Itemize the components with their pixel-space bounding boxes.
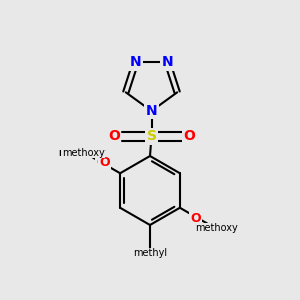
Text: N: N xyxy=(162,55,173,69)
Text: methyl: methyl xyxy=(133,248,167,259)
Text: S: S xyxy=(146,130,157,143)
Text: O: O xyxy=(183,130,195,143)
Text: O: O xyxy=(190,212,201,225)
Text: O: O xyxy=(183,130,195,143)
Text: N: N xyxy=(146,104,157,118)
Text: N: N xyxy=(130,55,141,69)
Text: N: N xyxy=(146,104,157,118)
Text: O: O xyxy=(96,156,107,169)
Text: N: N xyxy=(162,55,173,69)
Text: O: O xyxy=(99,156,110,169)
Text: O: O xyxy=(108,130,120,143)
Text: N: N xyxy=(130,55,141,69)
Text: S: S xyxy=(146,130,157,143)
Text: methoxy: methoxy xyxy=(63,147,103,156)
Text: methoxy: methoxy xyxy=(196,223,238,233)
Text: O: O xyxy=(108,130,120,143)
Text: methoxy: methoxy xyxy=(58,148,106,158)
Text: methoxy: methoxy xyxy=(62,148,104,158)
